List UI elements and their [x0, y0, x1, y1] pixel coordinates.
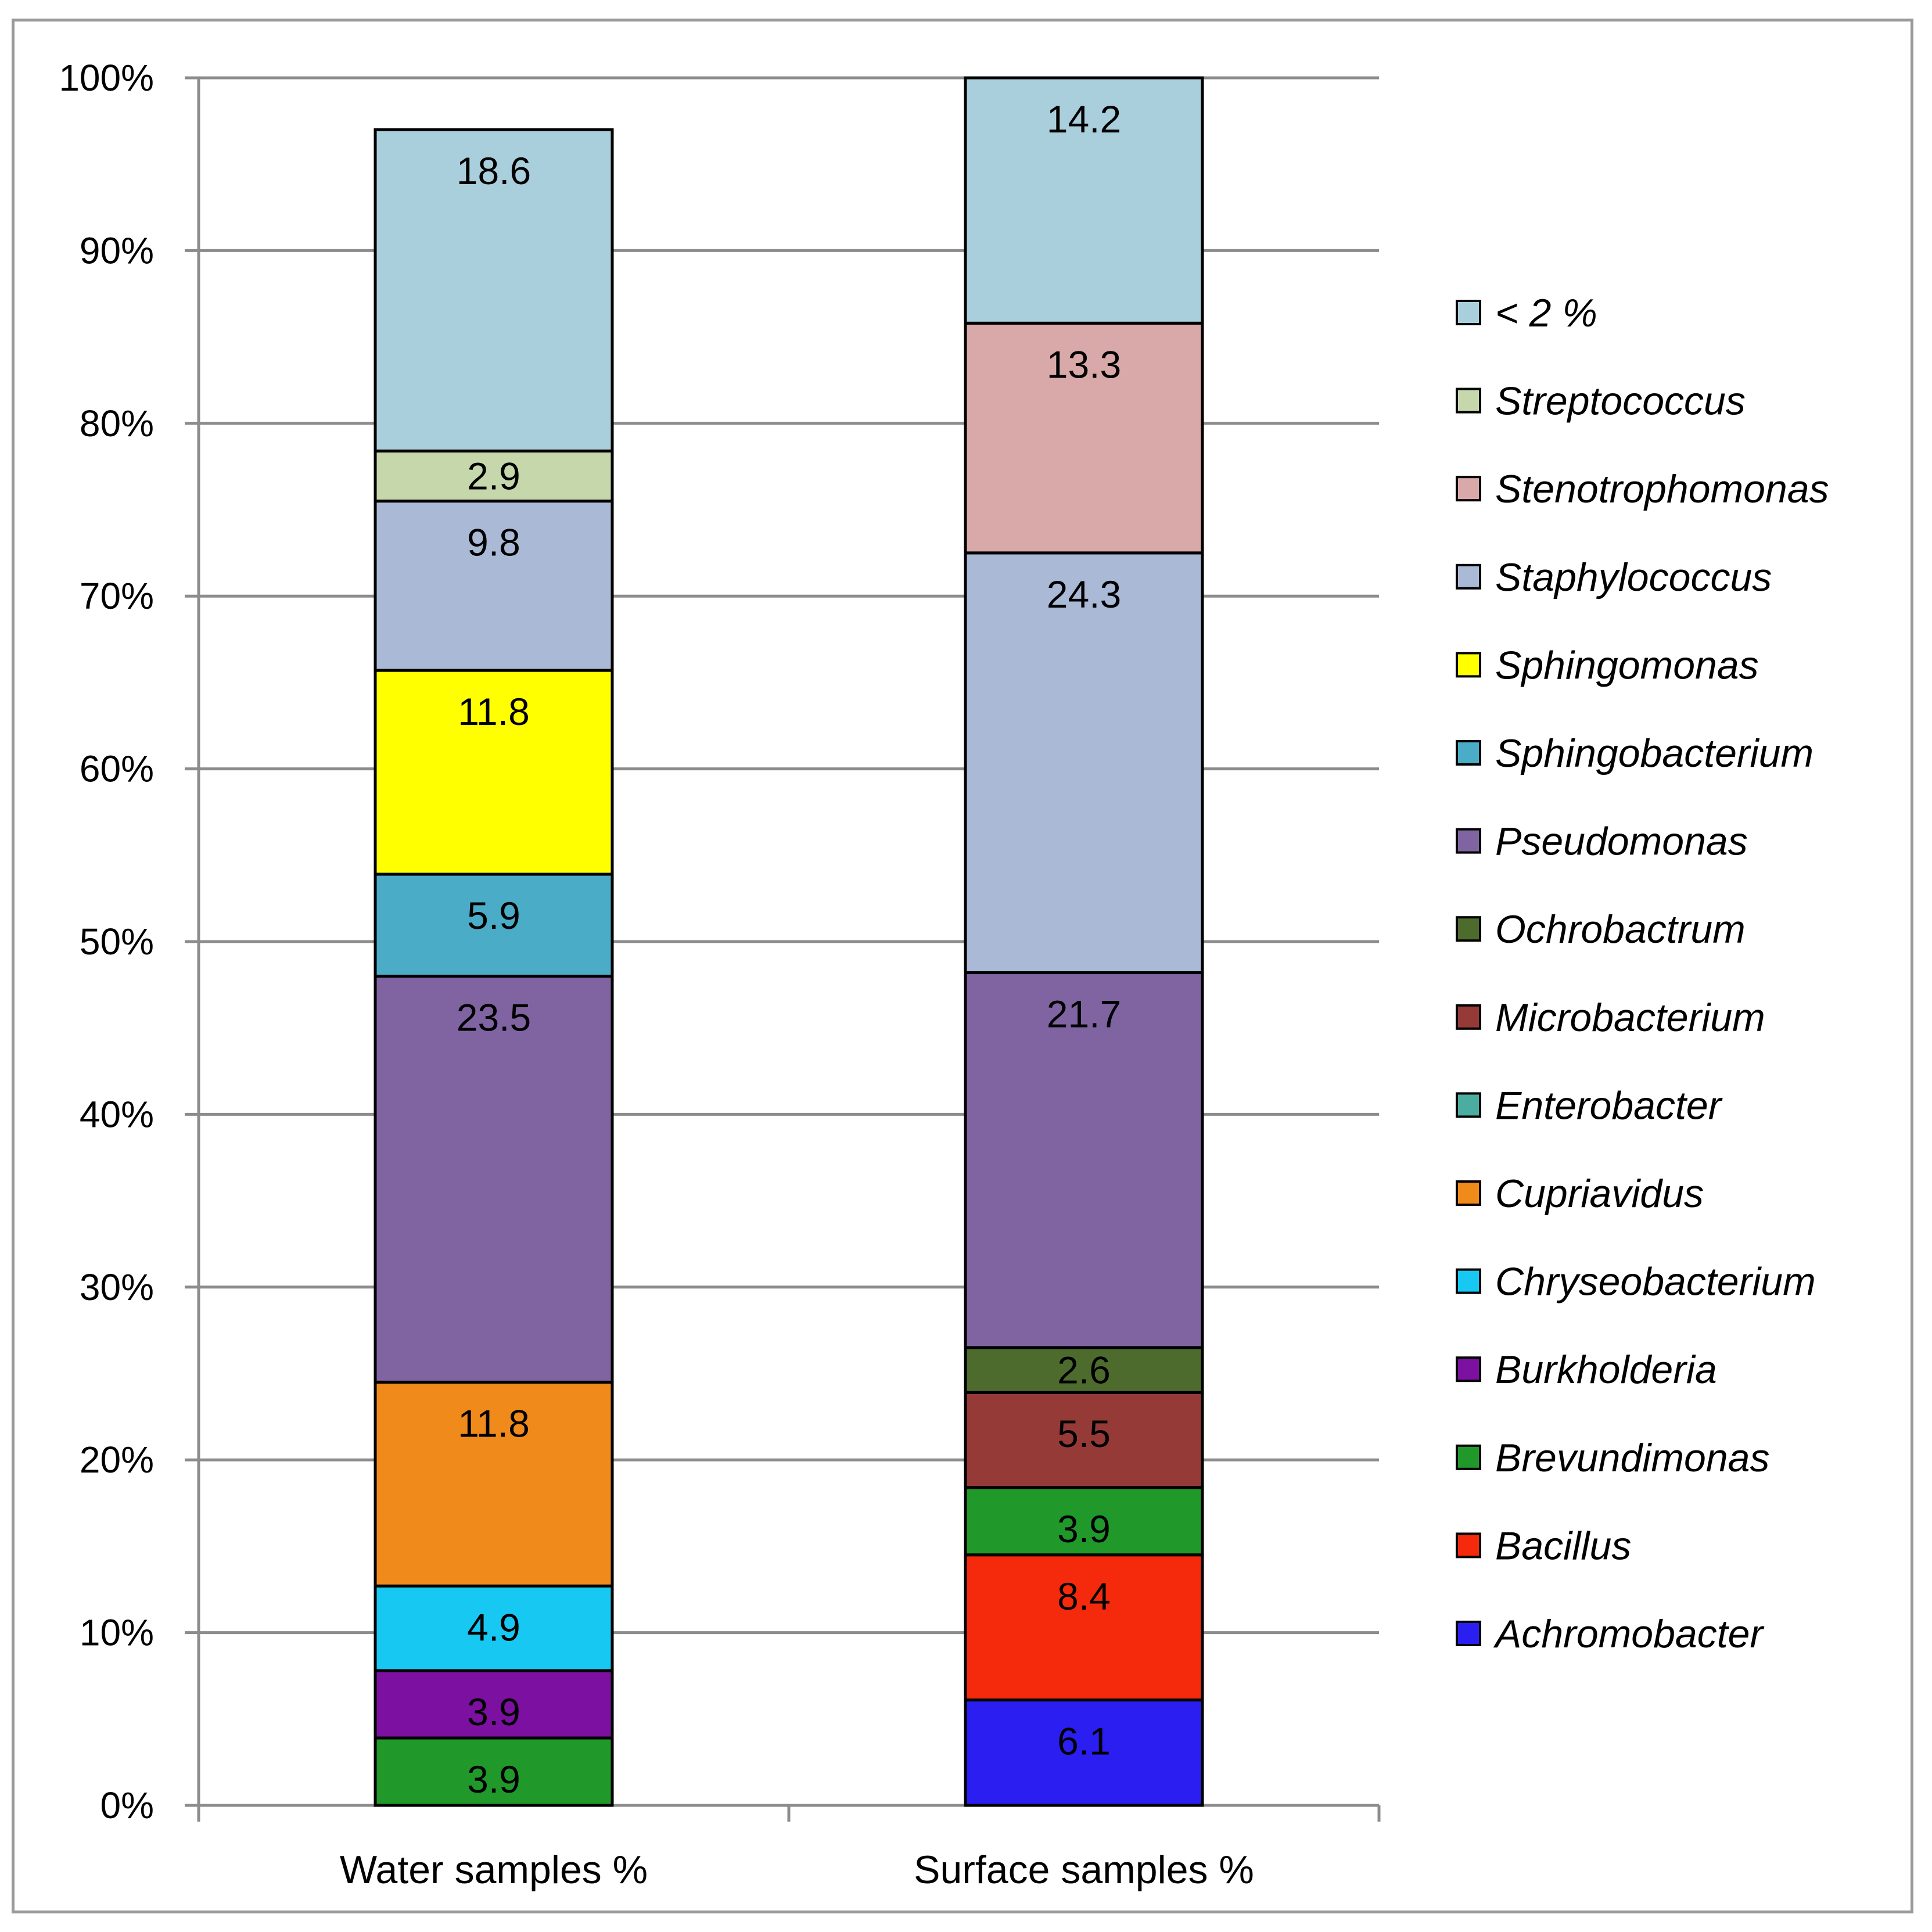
bar-segment-microbacterium-surface — [964, 1391, 1204, 1489]
bar-segment-streptococcus-water — [374, 449, 614, 503]
x-category-label: Water samples % — [340, 1848, 648, 1892]
legend-swatch-stenotrophomonas — [1456, 476, 1481, 502]
legend-label-staphylococcus: Staphylococcus — [1495, 555, 1772, 599]
bar-segment-staphylococcus-water — [374, 500, 614, 672]
y-tick-label: 0% — [100, 1784, 155, 1826]
legend-label-brevundimonas: Brevundimonas — [1495, 1436, 1769, 1480]
y-tick-label: 80% — [80, 403, 154, 444]
legend-label-sphingomonas: Sphingomonas — [1495, 643, 1759, 687]
y-tick-label: 20% — [80, 1439, 154, 1481]
y-tick-label: 100% — [59, 57, 154, 99]
bar-segment-bacillus-surface — [964, 1553, 1204, 1702]
bar-segment-sphingomonas-water — [374, 669, 614, 876]
y-tick-label: 10% — [80, 1612, 154, 1654]
data-label-burkholderia: 3.9 — [467, 1690, 520, 1733]
data-label-pseudomonas: 23.5 — [457, 996, 531, 1039]
legend-label-microbacterium: Microbacterium — [1495, 996, 1765, 1040]
data-label-cupriavidus: 11.8 — [458, 1402, 530, 1445]
data-label-microbacterium: 5.5 — [1057, 1412, 1111, 1455]
data-labels: 3.9 3.9 4.9 11.8 23.5 5.9 11.8 9.8 2.9 18.6 6.1 8.4… — [457, 98, 1121, 1801]
legend-label-sphingobacterium: Sphingobacterium — [1495, 731, 1814, 775]
data-label-chryseobacterium: 4.9 — [467, 1606, 520, 1649]
y-tick-label: 40% — [80, 1093, 154, 1135]
data-label-brevundimonas: 3.9 — [467, 1758, 520, 1801]
legend-swatch-staphylococcus — [1456, 563, 1481, 590]
legend-swatch-chryseobacterium — [1456, 1268, 1481, 1294]
bars — [374, 76, 1204, 1807]
legend-swatch-enterobacter — [1456, 1092, 1481, 1118]
data-label-staphylococcus: 9.8 — [467, 521, 520, 564]
bar-segment-achromobacter-surface — [964, 1698, 1204, 1807]
y-tick-label: 90% — [80, 229, 154, 271]
data-label-stenotrophomonas: 13.3 — [1047, 343, 1121, 386]
bar-segment-cupriavidus-water — [374, 1380, 614, 1588]
legend: < 2 % Streptococcus Stenotrophomonas Staphy… — [1456, 291, 1829, 1656]
bar-segment-chryseobacterium-water — [374, 1584, 614, 1672]
legend-swatch-2 — [1456, 300, 1481, 325]
legend-label-ochrobactrum: Ochrobactrum — [1495, 907, 1746, 951]
data-label-2: 18.6 — [457, 149, 531, 192]
bar-segment-stenotrophomonas-surface — [964, 321, 1204, 555]
bar-segment-brevundimonas-water — [374, 1736, 614, 1807]
legend-swatch-sphingomonas — [1456, 652, 1481, 678]
bar-segment-2-water — [374, 128, 614, 453]
data-label-streptococcus: 2.9 — [467, 455, 520, 498]
data-label-brevundimonas: 3.9 — [1057, 1507, 1111, 1550]
data-label-sphingomonas: 11.8 — [458, 690, 530, 733]
legend-label-2: < 2 % — [1495, 291, 1597, 335]
data-label-sphingobacterium: 5.9 — [467, 894, 520, 937]
legend-swatch-brevundimonas — [1456, 1444, 1481, 1470]
legend-swatch-bacillus — [1456, 1532, 1481, 1558]
legend-label-stenotrophomonas: Stenotrophomonas — [1495, 467, 1829, 511]
chart-frame — [12, 19, 1913, 1913]
data-label-achromobacter: 6.1 — [1057, 1720, 1111, 1763]
legend-swatch-burkholderia — [1456, 1356, 1481, 1382]
legend-swatch-achromobacter — [1456, 1621, 1481, 1646]
data-label-2: 14.2 — [1047, 98, 1121, 141]
y-tick-label: 50% — [80, 921, 154, 963]
data-label-pseudomonas: 21.7 — [1047, 993, 1121, 1036]
legend-swatch-sphingobacterium — [1456, 740, 1481, 766]
legend-label-burkholderia: Burkholderia — [1495, 1348, 1717, 1392]
bar-segment-2-surface — [964, 76, 1204, 325]
legend-label-pseudomonas: Pseudomonas — [1495, 820, 1748, 864]
legend-swatch-microbacterium — [1456, 1004, 1481, 1030]
y-tick-label: 60% — [80, 748, 154, 790]
bar-segment-pseudomonas-surface — [964, 971, 1204, 1349]
y-tick-label: 70% — [80, 575, 154, 617]
legend-swatch-pseudomonas — [1456, 828, 1481, 854]
x-category-label: Surface samples % — [914, 1848, 1254, 1892]
data-label-bacillus: 8.4 — [1057, 1575, 1111, 1618]
legend-label-cupriavidus: Cupriavidus — [1495, 1172, 1704, 1216]
legend-swatch-ochrobactrum — [1456, 916, 1481, 942]
legend-swatch-cupriavidus — [1456, 1180, 1481, 1206]
legend-swatch-streptococcus — [1456, 387, 1481, 414]
legend-label-bacillus: Bacillus — [1495, 1524, 1631, 1568]
bar-segment-staphylococcus-surface — [964, 551, 1204, 975]
data-label-ochrobactrum: 2.6 — [1057, 1349, 1111, 1392]
legend-label-achromobacter: Achromobacter — [1493, 1612, 1764, 1656]
legend-label-enterobacter: Enterobacter — [1495, 1083, 1723, 1127]
data-label-staphylococcus: 24.3 — [1047, 573, 1121, 616]
y-tick-label: 30% — [80, 1266, 154, 1308]
legend-label-chryseobacterium: Chryseobacterium — [1495, 1260, 1816, 1304]
bar-segment-burkholderia-water — [374, 1669, 614, 1740]
bar-segment-pseudomonas-water — [374, 974, 614, 1384]
legend-label-streptococcus: Streptococcus — [1495, 379, 1746, 423]
bar-segment-brevundimonas-surface — [964, 1486, 1204, 1557]
